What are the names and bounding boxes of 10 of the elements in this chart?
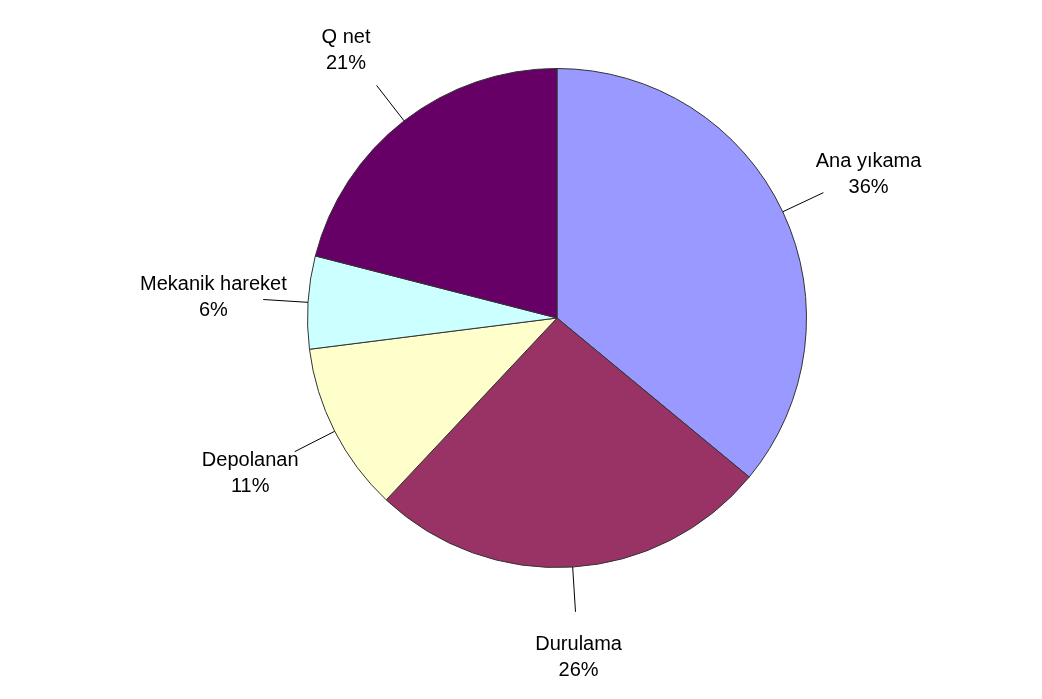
slice-label: Mekanik hareket: [139, 272, 288, 295]
slice-label: Depolanan: [201, 447, 299, 470]
data-label: 21%: [325, 51, 367, 74]
data-label: 36%: [848, 175, 889, 198]
slice-label: Q net: [321, 25, 371, 48]
slice-label: Durulama: [535, 632, 623, 655]
data-label: 26%: [558, 658, 599, 681]
slice-label: Ana yıkama: [815, 149, 923, 172]
data-label: 11%: [230, 473, 270, 496]
data-label: 6%: [198, 298, 229, 321]
